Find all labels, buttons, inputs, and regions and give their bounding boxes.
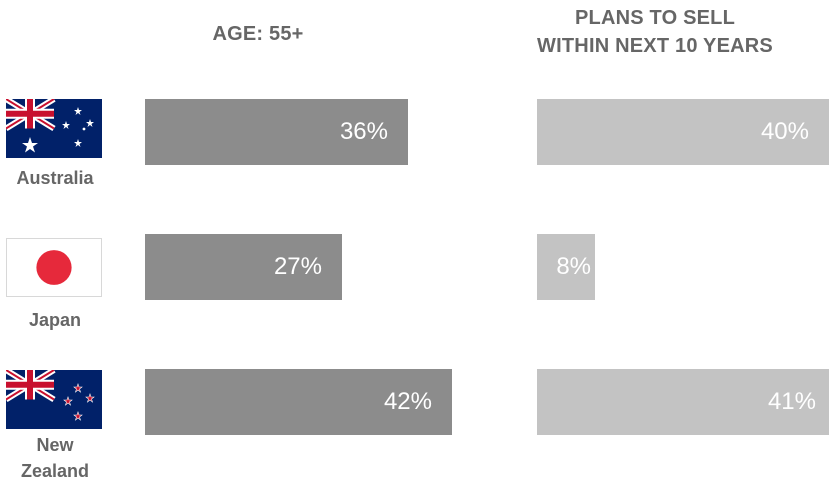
plans-header-line1: PLANS TO SELL: [574, 7, 736, 29]
age-bar-new-zealand: 42%: [145, 369, 452, 435]
age-bar-japan: 27%: [145, 234, 342, 300]
new-zealand-flag-icon: [6, 370, 102, 429]
age-bar-label-australia: 36%: [339, 118, 388, 145]
plans-bar-japan: 8%: [537, 234, 595, 300]
country-label-new-zealand-line2: Zealand: [20, 461, 90, 481]
country-label-new-zealand-line1: New: [36, 435, 74, 455]
age-bar-label-japan: 27%: [273, 253, 322, 280]
age-bar-label-new-zealand: 42%: [383, 388, 432, 415]
country-row-japan: Japan 27% 8%: [0, 234, 829, 354]
australia-flag-icon: [6, 99, 102, 158]
plans-bar-australia: 40%: [537, 99, 829, 165]
country-label-australia: Australia: [16, 168, 94, 188]
plans-column-header: PLANS TO SELL WITHIN NEXT 10 YEARS: [490, 4, 820, 60]
plans-bar-label-japan: 8%: [556, 253, 591, 280]
age-column-header: AGE: 55+: [212, 23, 304, 45]
japan-flag-icon: [6, 238, 102, 297]
country-label-new-zealand: New Zealand: [0, 432, 110, 484]
age-bar-australia: 36%: [145, 99, 408, 165]
country-label-japan: Japan: [28, 310, 82, 330]
plans-bar-label-new-zealand: 41%: [767, 388, 816, 415]
plans-bar-new-zealand: 41%: [537, 369, 829, 435]
plans-bar-label-australia: 40%: [760, 118, 809, 145]
country-row-new-zealand: New Zealand 42% 41%: [0, 369, 829, 489]
country-row-australia: Australia 36% 40%: [0, 99, 829, 219]
plans-header-line2: WITHIN NEXT 10 YEARS: [537, 35, 773, 57]
